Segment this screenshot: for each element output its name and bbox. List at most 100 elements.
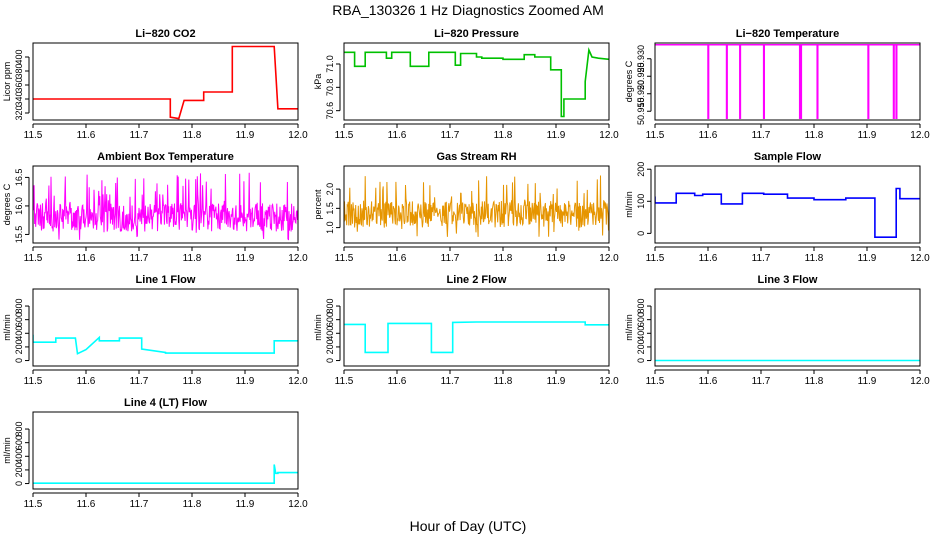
data-series-line [655,44,920,119]
data-series-line [344,321,609,354]
x-tick-label: 11.7 [441,376,460,387]
plot-frame [654,42,921,121]
x-tick-label: 11.9 [547,130,566,141]
y-tick-label: 200 [636,339,646,354]
x-tick-label: 11.6 [699,376,718,387]
panel-title: Li−820 Pressure [434,28,519,40]
plot-area [655,44,920,119]
data-series-line [33,464,298,485]
y-tick-label: 100 [636,194,646,209]
x-tick-label: 11.6 [699,253,718,264]
x-tick-label: 12.0 [599,130,619,141]
x-tick-label: 11.9 [547,253,566,264]
panel-title: Gas Stream RH [436,151,516,163]
y-tick-label: 400 [325,326,335,341]
y-tick-label: 2.0 [325,183,335,196]
plot-area [33,45,298,120]
x-tick-label: 11.5 [24,499,43,510]
panel-title: Li−820 Temperature [736,28,839,40]
plot-area [33,172,298,241]
chart-panel-7: Line 1 Flow ml/min 11.5 11.6 11.7 11.8 11.9 12.… [2,274,308,387]
plot-area [655,187,920,238]
data-series-line [33,172,298,241]
chart-panel-3: Li−820 Temperature degrees C 11.5 11.6 11.7 1… [624,28,930,141]
x-tick-label: 12.0 [910,130,930,141]
panel-title: Ambient Box Temperature [97,151,234,163]
y-axis-label: ml/min [313,314,323,341]
figure-title: RBA_130326 1 Hz Diagnostics Zoomed AM [332,2,604,18]
panel-title: Line 2 Flow [447,274,507,286]
x-tick-label: 11.9 [858,253,877,264]
chart-panel-6: Sample Flow ml/min 11.5 11.6 11.7 11.8 11.9 12.… [624,151,930,264]
y-tick-label: 800 [636,299,646,314]
chart-panel-10: Line 4 (LT) Flow ml/min 11.5 11.6 11.7 11.8 11… [2,397,308,510]
x-tick-label: 12.0 [288,130,308,141]
y-tick-label: 400 [14,49,24,64]
x-tick-label: 11.7 [441,130,460,141]
plot-frame [32,288,299,367]
y-axis-label: ml/min [624,314,634,341]
y-tick-label: 600 [325,312,335,327]
x-tick-label: 11.8 [494,253,513,264]
x-tick-label: 11.6 [77,376,96,387]
x-tick-label: 11.9 [236,130,255,141]
data-series-line [344,175,609,237]
x-tick-label: 12.0 [910,376,930,387]
x-tick-label: 12.0 [288,499,308,510]
y-axis-label: ml/min [2,437,12,464]
y-axis-label: kPa [313,74,323,90]
plot-frame [32,42,299,121]
y-tick-label: 200 [14,462,24,477]
data-series-line [33,45,298,120]
x-tick-label: 11.8 [183,376,202,387]
y-tick-label: 360 [14,77,24,92]
plot-frame [343,288,610,367]
x-tick-label: 12.0 [599,376,619,387]
x-tick-label: 11.6 [388,253,407,264]
y-tick-label: 200 [636,162,646,177]
x-tick-label: 11.6 [77,253,96,264]
y-tick-label: 600 [14,435,24,450]
y-tick-label: 50.925 [636,62,646,90]
chart-panel-2: Li−820 Pressure kPa 11.5 11.6 11.7 11.8 11.9 12… [313,28,619,141]
y-tick-label: 0 [325,358,335,363]
x-tick-label: 11.8 [805,130,824,141]
y-tick-label: 200 [325,339,335,354]
plot-frame [32,165,299,244]
x-tick-label: 11.9 [236,253,255,264]
chart-panel-4: Ambient Box Temperature degrees C 11.5 11.6… [2,151,308,264]
y-tick-label: 1.5 [325,202,335,215]
x-tick-label: 11.5 [24,376,43,387]
y-tick-label: 400 [636,326,646,341]
panel-title: Sample Flow [754,151,822,163]
x-tick-label: 11.5 [646,253,665,264]
y-tick-label: 15.5 [14,226,24,244]
plot-frame [343,165,610,244]
x-tick-label: 11.6 [77,499,96,510]
x-tick-label: 11.7 [752,130,771,141]
x-tick-label: 12.0 [599,253,619,264]
y-tick-label: 70.6 [325,102,335,120]
x-tick-label: 11.8 [494,130,513,141]
y-tick-label: 0 [636,231,646,236]
plot-frame [343,42,610,121]
x-tick-label: 11.5 [335,130,354,141]
y-axis-label: degrees C [2,183,12,225]
y-axis-label: percent [313,189,323,220]
y-tick-label: 600 [636,312,646,327]
y-tick-label: 200 [14,339,24,354]
panel-title: Li−820 CO2 [135,28,195,40]
x-tick-label: 11.8 [494,376,513,387]
x-tick-label: 11.9 [236,499,255,510]
x-tick-label: 11.5 [335,253,354,264]
x-tick-label: 12.0 [910,253,930,264]
x-tick-label: 11.9 [858,376,877,387]
x-tick-label: 11.8 [183,499,202,510]
y-tick-label: 600 [14,312,24,327]
plot-frame [654,165,921,244]
x-tick-label: 11.5 [646,130,665,141]
x-tick-label: 11.5 [646,376,665,387]
data-series-line [655,187,920,238]
chart-panel-9: Line 3 Flow ml/min 11.5 11.6 11.7 11.8 11.9 12.… [624,274,930,387]
